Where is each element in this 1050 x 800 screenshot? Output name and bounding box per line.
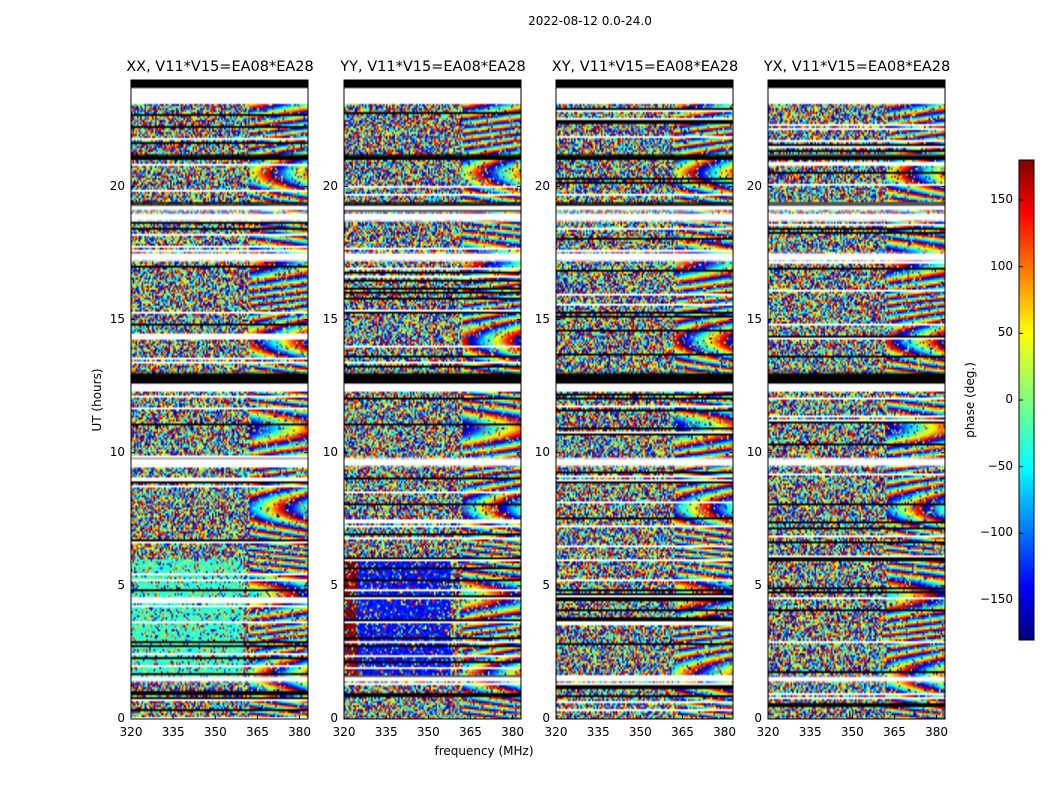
y-tick-label: 15 (534, 311, 550, 326)
y-tick-label: 5 (117, 577, 125, 592)
heatmap-image-xx (131, 80, 308, 719)
y-tick-label: 5 (330, 577, 338, 592)
x-axis-label: frequency (MHz) (434, 744, 534, 758)
x-tick-label: 350 (203, 725, 227, 739)
y-tick-label: 0 (754, 711, 762, 725)
x-tick-label: 350 (416, 725, 440, 739)
x-tick-label: 380 (288, 725, 312, 739)
x-tick-label: 380 (713, 725, 737, 739)
colorbar-tick-label: 150 (990, 192, 1013, 206)
y-tick-label: 10 (109, 444, 125, 459)
colorbar-tick-label: 50 (997, 325, 1013, 340)
panel-frame (767, 79, 946, 720)
y-tick-label: 20 (109, 178, 125, 193)
y-tick-label: 20 (322, 178, 338, 193)
x-tick-label: 320 (119, 725, 143, 739)
panel-title-yy: YY, V11*V15=EA08*EA28 (340, 59, 526, 75)
panel-title-xy: XY, V11*V15=EA08*EA28 (551, 59, 739, 75)
panel-xx (130, 79, 309, 720)
panel-yx (767, 79, 946, 720)
colorbar-tick-label: −50 (987, 458, 1013, 473)
x-tick-label: 320 (544, 725, 568, 739)
y-axis-label: UT (hours) (90, 368, 104, 432)
x-tick-label: 320 (756, 725, 780, 739)
x-tick-label: 350 (628, 725, 652, 739)
colorbar-tick-label: 100 (990, 258, 1013, 273)
panel-title-yx: YX, V11*V15=EA08*EA28 (763, 59, 951, 75)
y-tick-label: 0 (117, 711, 125, 725)
panel-frame (343, 79, 522, 720)
y-tick-label: 10 (534, 444, 550, 459)
x-tick-label: 335 (798, 725, 822, 739)
y-tick-label: 0 (330, 711, 338, 725)
colorbar-tick-label: −150 (980, 592, 1013, 606)
y-tick-label: 15 (746, 311, 762, 326)
y-tick-label: 20 (534, 178, 550, 193)
y-tick-label: 10 (746, 444, 762, 459)
colorbar-tick-label: 0 (1005, 392, 1013, 406)
figure-title: 2022-08-12 0.0-24.0 (528, 14, 652, 28)
heatmap-image-xy (556, 80, 733, 719)
y-tick-label: 20 (746, 178, 762, 193)
y-tick-label: 10 (322, 444, 338, 459)
colorbar (1018, 159, 1035, 641)
panel-frame (130, 79, 309, 720)
panel-frame (555, 79, 734, 720)
x-tick-label: 365 (670, 725, 694, 739)
x-tick-label: 335 (586, 725, 610, 739)
panel-title-xx: XX, V11*V15=EA08*EA28 (126, 59, 314, 75)
x-tick-label: 335 (161, 725, 185, 739)
heatmap-image-yy (344, 80, 521, 719)
colorbar-tick-label: −100 (980, 525, 1013, 540)
x-tick-label: 350 (840, 725, 864, 739)
x-tick-label: 320 (332, 725, 356, 739)
y-tick-label: 5 (754, 577, 762, 592)
panel-yy (343, 79, 522, 720)
y-tick-label: 15 (322, 311, 338, 326)
x-tick-label: 335 (374, 725, 398, 739)
heatmap-image-yx (768, 80, 945, 719)
panel-xy (555, 79, 734, 720)
x-tick-label: 365 (882, 725, 906, 739)
y-tick-label: 15 (109, 311, 125, 326)
y-tick-label: 0 (542, 711, 550, 725)
x-tick-label: 380 (925, 725, 949, 739)
x-tick-label: 380 (501, 725, 525, 739)
x-tick-label: 365 (458, 725, 482, 739)
x-tick-label: 365 (245, 725, 269, 739)
y-tick-label: 5 (542, 577, 550, 592)
